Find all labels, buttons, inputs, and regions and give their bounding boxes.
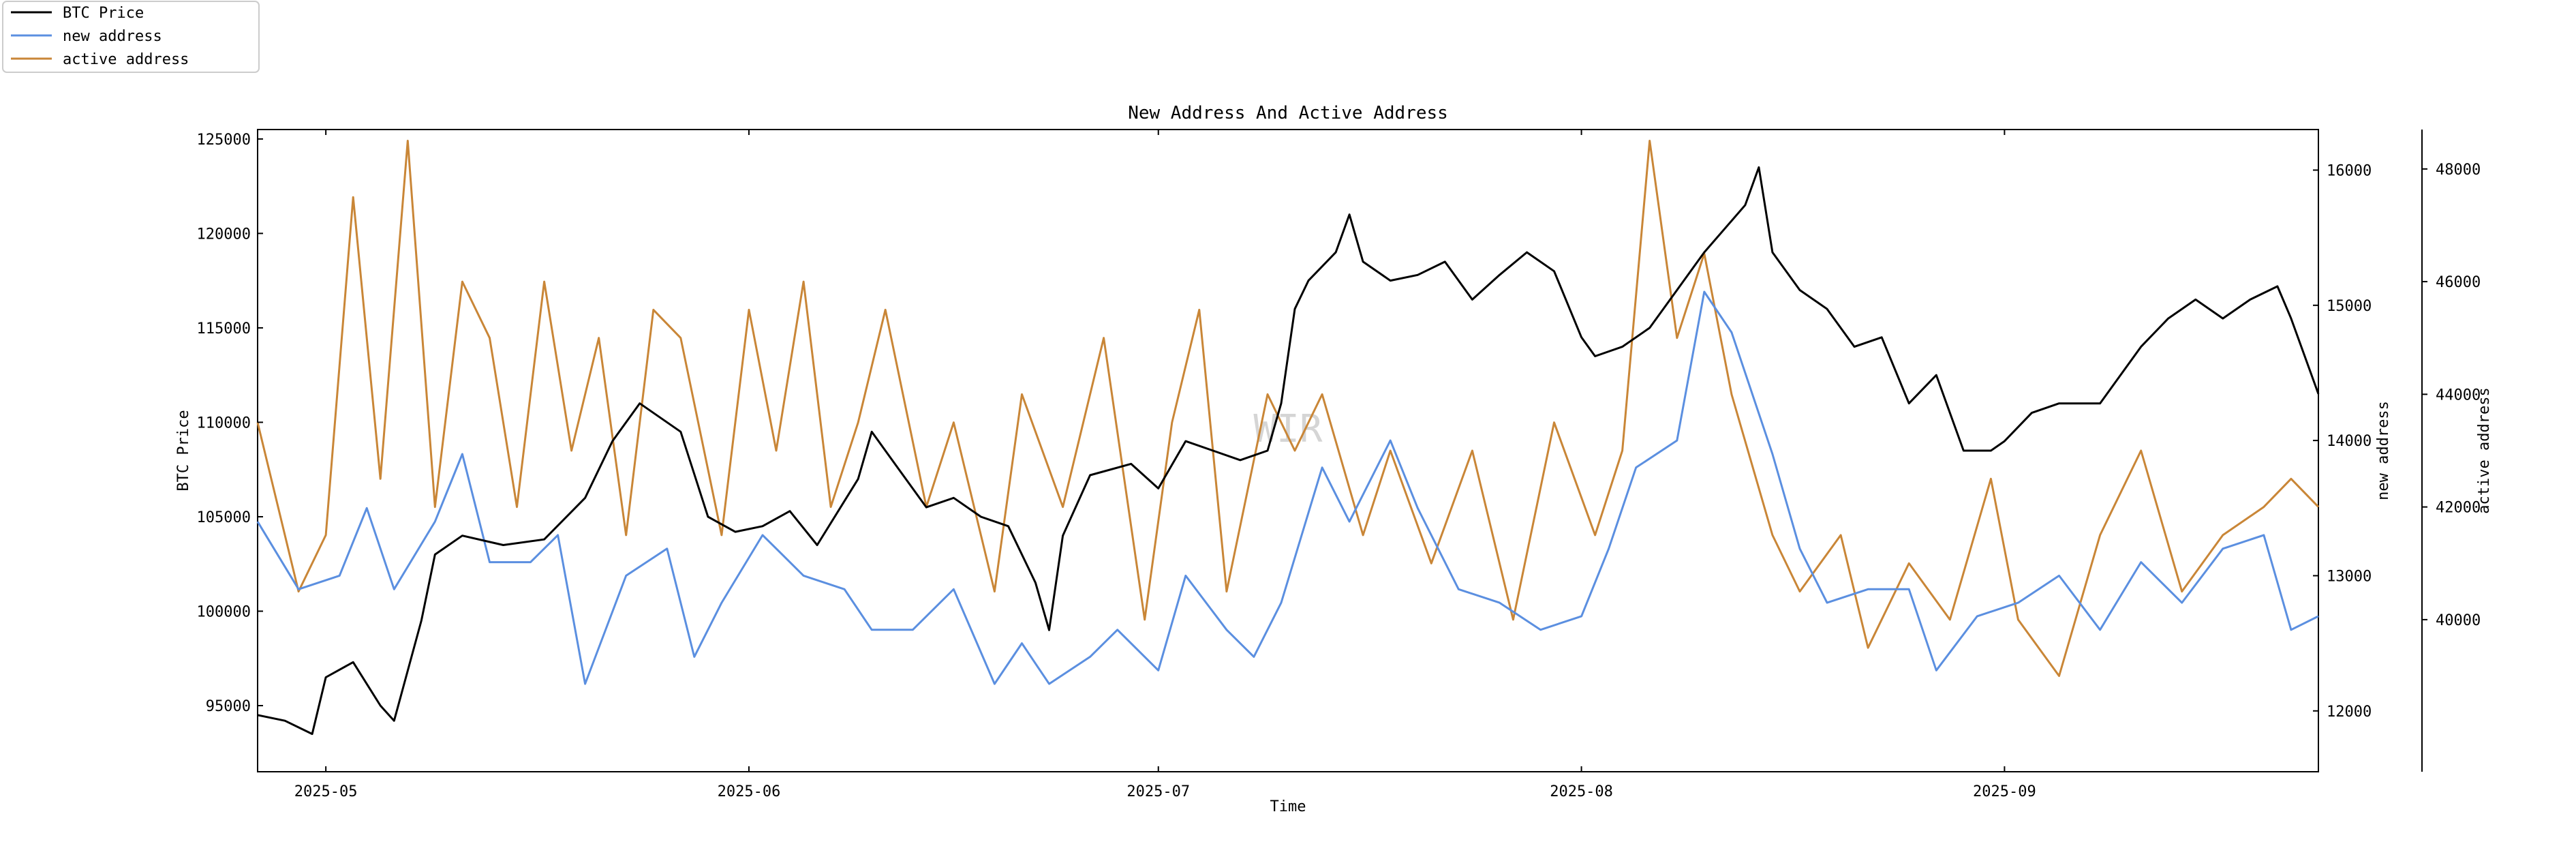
x-axis: 2025-05 2025-06 2025-07 2025-08 2025-09 [294, 130, 2036, 800]
y-tick-label: 95000 [206, 698, 251, 715]
plot-area [257, 129, 2319, 772]
y-tick-label: 100000 [197, 604, 251, 621]
y2-tick-label: 15000 [2327, 298, 2372, 315]
y-axis-label-btc-price: BTC Price [175, 410, 192, 491]
x-tick-label: 2025-09 [1973, 783, 2036, 800]
y2-tick-label: 13000 [2327, 568, 2372, 585]
y-tick-label: 110000 [197, 415, 251, 432]
y3-tick-label: 48000 [2436, 162, 2481, 179]
y3-tick-label: 44000 [2436, 387, 2481, 404]
legend-label-new-address: new address [63, 28, 162, 45]
x-tick-label: 2025-08 [1550, 783, 1613, 800]
y-axis-btc-price: 95000 100000 105000 110000 115000 120000 12500… [197, 132, 263, 715]
y-tick-label: 115000 [197, 320, 251, 337]
legend-frame [2, 1, 260, 73]
y3-tick-label: 40000 [2436, 612, 2481, 629]
legend-label-active-address: active address [63, 51, 189, 68]
x-tick-label: 2025-06 [718, 783, 781, 800]
x-axis-label: Time [1270, 798, 1306, 815]
watermark: WIR [1253, 407, 1322, 451]
series-line-btc-price [257, 166, 2320, 736]
y3-tick-label: 46000 [2436, 274, 2481, 291]
legend-label-btc-price: BTC Price [63, 5, 144, 22]
y-tick-label: 125000 [197, 132, 251, 149]
y2-tick-label: 14000 [2327, 433, 2372, 450]
series-layer [256, 140, 2320, 736]
y2-tick-label: 16000 [2327, 162, 2372, 179]
y-axis-new-address: 12000 13000 14000 15000 16000 [2313, 162, 2372, 721]
series-line-new-address [256, 290, 2319, 685]
y-tick-label: 105000 [197, 509, 251, 526]
y-axis-label-new-address: new address [2375, 401, 2392, 500]
y2-tick-label: 12000 [2327, 704, 2372, 721]
chart-title: New Address And Active Address [1128, 103, 1448, 123]
y-axis-active-address: 40000 42000 44000 46000 48000 [2421, 130, 2481, 772]
x-tick-label: 2025-07 [1126, 783, 1190, 800]
y-axis-label-active-address: active address [2476, 387, 2493, 513]
x-tick-label: 2025-05 [294, 783, 358, 800]
y3-tick-label: 42000 [2436, 500, 2481, 517]
y-tick-label: 120000 [197, 226, 251, 243]
legend: BTC Price new address active address [2, 1, 260, 73]
